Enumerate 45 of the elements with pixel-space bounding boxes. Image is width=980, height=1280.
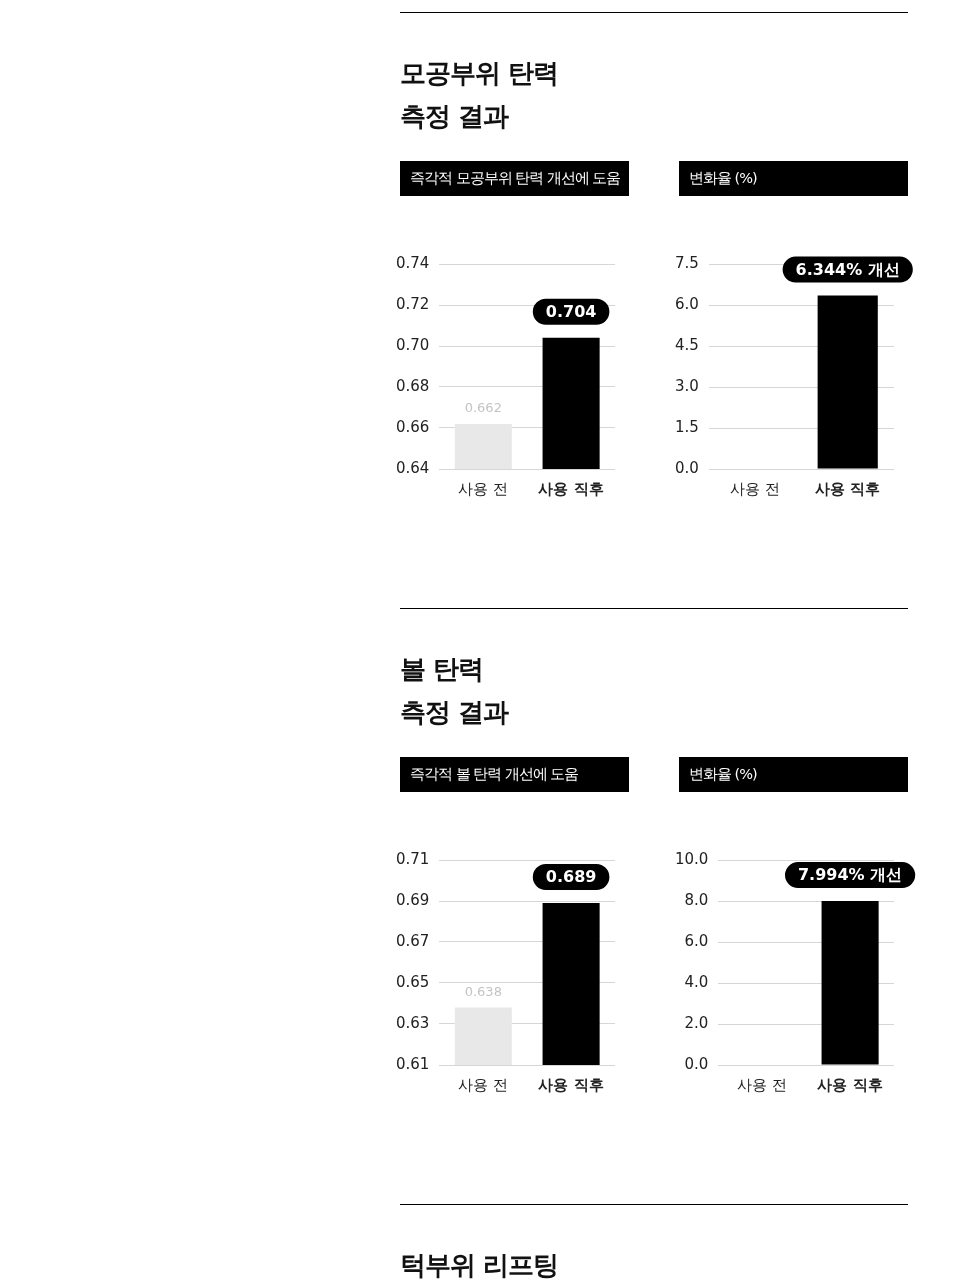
y-tick-label: 0.69 bbox=[395, 890, 430, 909]
y-tick-label: 1.5 bbox=[675, 417, 699, 436]
x-tick-label: 사용 전 bbox=[737, 1075, 788, 1094]
y-tick-label: 0.65 bbox=[395, 972, 430, 991]
y-tick-label: 0.0 bbox=[684, 1054, 709, 1073]
y-tick-label: 2.0 bbox=[684, 1013, 709, 1032]
y-tick-label: 0.74 bbox=[395, 253, 430, 272]
y-tick-label: 8.0 bbox=[684, 890, 709, 909]
x-tick-label: 사용 직후 bbox=[538, 479, 604, 498]
x-tick-label: 사용 직후 bbox=[538, 1075, 604, 1094]
x-tick-label: 사용 전 bbox=[458, 1075, 509, 1094]
y-tick-label: 0.64 bbox=[395, 458, 430, 477]
chart-title: 변화율 (%) bbox=[679, 161, 908, 196]
y-tick-label: 6.0 bbox=[675, 294, 699, 313]
text: 턱부위 리프팅 bbox=[400, 1249, 559, 1280]
y-tick-label: 0.66 bbox=[395, 417, 430, 436]
x-tick-label: 사용 전 bbox=[730, 479, 781, 498]
data-label: 7.994% 개선 bbox=[797, 865, 903, 885]
y-tick-label: 4.0 bbox=[684, 972, 709, 991]
x-tick-label: 사용 직후 bbox=[817, 1075, 883, 1094]
y-tick-label: 0.67 bbox=[395, 931, 430, 950]
chart-title: 변화율 (%) bbox=[679, 757, 908, 792]
data-label: 0.689 bbox=[545, 867, 597, 887]
data-label: 6.344% 개선 bbox=[795, 259, 900, 279]
y-tick-label: 0.68 bbox=[395, 376, 430, 395]
y-tick-label: 6.0 bbox=[684, 931, 709, 950]
y-tick-label: 0.0 bbox=[675, 458, 699, 477]
data-label: 0.638 bbox=[464, 983, 502, 999]
data-label: 0.662 bbox=[464, 400, 502, 416]
data-label: 0.704 bbox=[545, 301, 597, 321]
y-tick-label: 0.70 bbox=[395, 335, 430, 354]
x-tick-label: 사용 전 bbox=[458, 479, 509, 498]
y-tick-label: 3.0 bbox=[675, 376, 699, 395]
text: 모공부위 탄력 측정 결과 bbox=[400, 57, 559, 133]
chart-title: 즉각적 모공부위 탄력 개선에 도움 bbox=[400, 161, 629, 196]
y-tick-label: 0.72 bbox=[395, 294, 430, 313]
y-tick-label: 0.71 bbox=[395, 849, 430, 868]
y-tick-label: 0.61 bbox=[395, 1054, 430, 1073]
y-tick-label: 4.5 bbox=[675, 335, 699, 354]
y-tick-label: 10.0 bbox=[674, 849, 709, 868]
x-tick-label: 사용 직후 bbox=[815, 479, 881, 498]
y-tick-label: 7.5 bbox=[675, 253, 699, 272]
y-tick-label: 0.63 bbox=[395, 1013, 430, 1032]
chart-title: 즉각적 볼 탄력 개선에 도움 bbox=[400, 757, 629, 792]
text: 볼 탄력 측정 결과 bbox=[400, 653, 509, 729]
